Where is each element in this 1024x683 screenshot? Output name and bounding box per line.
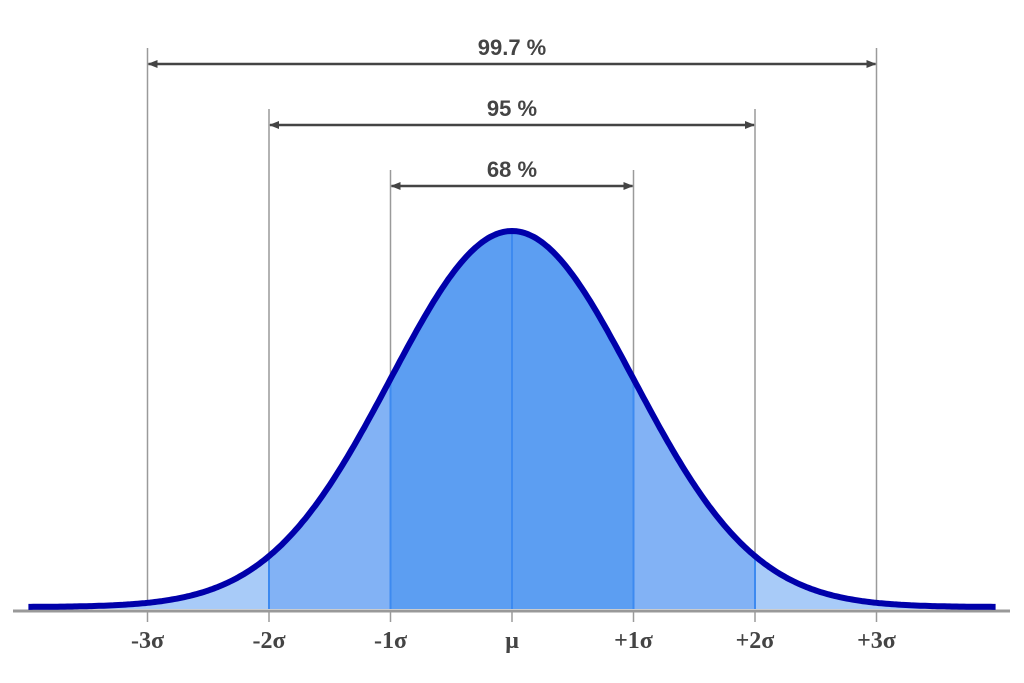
tick-label: μ [505, 628, 519, 654]
tick-label: +1σ [614, 628, 653, 654]
tick-label: +2σ [736, 628, 775, 654]
interval-arrows: 68 % 95 % 99.7 % [147, 35, 877, 190]
x-tick-labels: -3σ -2σ -1σ μ +1σ +2σ +3σ [131, 628, 896, 654]
interval-label: 99.7 % [478, 35, 547, 60]
bell-curve [27, 228, 997, 610]
tick-label: -1σ [374, 628, 407, 654]
sigma-band-lines [268, 231, 756, 609]
interval-label: 68 % [487, 157, 537, 182]
tick-label: -2σ [252, 628, 285, 654]
interval-label: 95 % [487, 96, 537, 121]
fill-outer-right [755, 556, 992, 609]
fill-outer-left [32, 557, 270, 609]
tick-label: +3σ [857, 628, 896, 654]
tick-label: -3σ [131, 628, 164, 654]
sigma-guide-lines [146, 48, 878, 622]
